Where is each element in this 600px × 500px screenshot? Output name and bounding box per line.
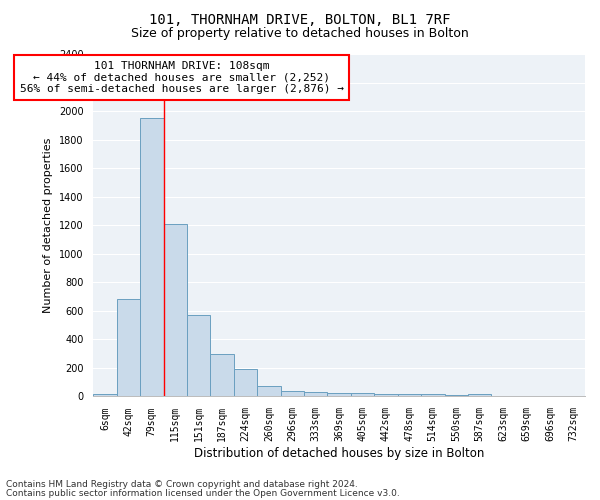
Text: 101 THORNHAM DRIVE: 108sqm
← 44% of detached houses are smaller (2,252)
56% of s: 101 THORNHAM DRIVE: 108sqm ← 44% of deta… <box>20 61 344 94</box>
Text: 101, THORNHAM DRIVE, BOLTON, BL1 7RF: 101, THORNHAM DRIVE, BOLTON, BL1 7RF <box>149 12 451 26</box>
Bar <box>117 300 140 396</box>
Bar <box>398 394 421 396</box>
Bar <box>140 118 164 396</box>
Bar <box>421 394 445 396</box>
Bar <box>328 393 351 396</box>
Bar <box>281 391 304 396</box>
Y-axis label: Number of detached properties: Number of detached properties <box>43 138 53 313</box>
Bar <box>234 368 257 396</box>
Text: Size of property relative to detached houses in Bolton: Size of property relative to detached ho… <box>131 28 469 40</box>
Bar <box>351 393 374 396</box>
Bar <box>468 394 491 396</box>
Bar <box>445 395 468 396</box>
Bar <box>94 394 117 396</box>
Bar <box>211 354 234 397</box>
Bar <box>187 315 211 396</box>
Text: Contains public sector information licensed under the Open Government Licence v3: Contains public sector information licen… <box>6 489 400 498</box>
Bar <box>257 386 281 396</box>
Bar <box>374 394 398 396</box>
Bar <box>304 392 328 396</box>
Text: Contains HM Land Registry data © Crown copyright and database right 2024.: Contains HM Land Registry data © Crown c… <box>6 480 358 489</box>
X-axis label: Distribution of detached houses by size in Bolton: Distribution of detached houses by size … <box>194 447 484 460</box>
Bar <box>164 224 187 396</box>
